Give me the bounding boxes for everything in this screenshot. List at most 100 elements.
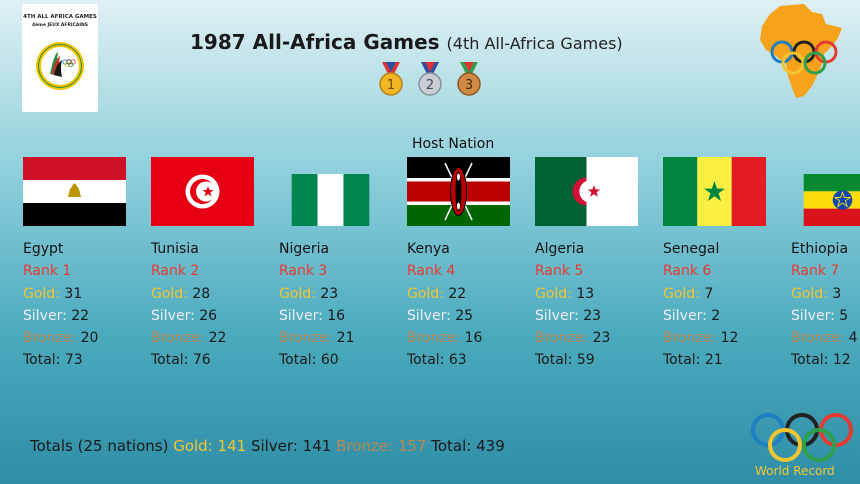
silver-label: Silver: (535, 308, 579, 324)
bronze-count: Bronze: 16 (407, 330, 482, 346)
gold-count: Gold: 3 (791, 286, 841, 302)
bronze-label: Bronze: (407, 330, 461, 346)
gold-count: Gold: 13 (535, 286, 594, 302)
bronze-medal-icon: 3 (457, 62, 481, 96)
silver-value: 2 (711, 308, 721, 324)
nigeria-flag-icon (291, 174, 370, 226)
country-rank: Rank 3 (279, 263, 328, 279)
totals-bronze-label: Bronze: (336, 437, 394, 455)
gold-count: Gold: 22 (407, 286, 466, 302)
gold-label: Gold: (279, 286, 316, 302)
silver-value: 22 (71, 308, 90, 324)
total-value: 60 (320, 352, 339, 368)
total-label: Total: (791, 352, 829, 368)
logo-line-1: 4TH ALL AFRICA GAMES (23, 14, 97, 20)
bronze-label: Bronze: (151, 330, 205, 346)
totals-footer: Totals (25 nations) Gold: 141 Silver: 14… (30, 437, 505, 455)
silver-count: Silver: 25 (407, 308, 473, 324)
country-card-algeria: Algeria Rank 5 Gold: 13 Silver: 23 Bronz… (535, 157, 653, 368)
total-count: Total: 63 (407, 352, 467, 368)
silver-label: Silver: (279, 308, 323, 324)
bronze-value: 20 (80, 330, 99, 346)
medal-number-2: 2 (426, 78, 434, 93)
bronze-count: Bronze: 22 (151, 330, 226, 346)
gold-count: Gold: 31 (23, 286, 82, 302)
bronze-count: Bronze: 23 (535, 330, 610, 346)
bronze-label: Bronze: (535, 330, 589, 346)
gold-value: 7 (704, 286, 714, 302)
totals-silver-value: 141 (302, 437, 332, 455)
totals-gold-label: Gold: (173, 437, 213, 455)
total-value: 73 (64, 352, 83, 368)
games-emblem (36, 42, 84, 90)
total-label: Total: (407, 352, 445, 368)
ethiopia-flag-icon (803, 174, 860, 226)
bronze-value: 4 (848, 330, 858, 346)
gold-count: Gold: 23 (279, 286, 338, 302)
silver-label: Silver: (151, 308, 195, 324)
country-name: Senegal (663, 241, 720, 257)
totals-gold-value: 141 (217, 437, 247, 455)
total-value: 59 (576, 352, 595, 368)
silver-count: Silver: 16 (279, 308, 345, 324)
silver-value: 25 (455, 308, 474, 324)
gold-label: Gold: (151, 286, 188, 302)
silver-count: Silver: 5 (791, 308, 848, 324)
silver-value: 5 (839, 308, 849, 324)
country-card-senegal: Senegal Rank 6 Gold: 7 Silver: 2 Bronze:… (663, 157, 781, 368)
country-rank: Rank 6 (663, 263, 712, 279)
silver-count: Silver: 26 (151, 308, 217, 324)
total-label: Total: (279, 352, 317, 368)
silver-value: 16 (327, 308, 346, 324)
total-value: 12 (832, 352, 851, 368)
country-rank: Rank 5 (535, 263, 584, 279)
country-name: Egypt (23, 241, 64, 257)
gold-label: Gold: (407, 286, 444, 302)
silver-label: Silver: (663, 308, 707, 324)
host-nation-label: Host Nation (412, 136, 495, 152)
gold-value: 13 (576, 286, 595, 302)
country-name: Ethiopia (791, 241, 849, 257)
page-title: 1987 All-Africa Games (4th All-Africa Ga… (190, 30, 623, 54)
world-record-watermark: World Record (755, 464, 835, 478)
gold-medal-icon: 1 (379, 62, 403, 96)
bronze-label: Bronze: (279, 330, 333, 346)
total-count: Total: 60 (279, 352, 339, 368)
total-label: Total: (535, 352, 573, 368)
total-value: 21 (704, 352, 723, 368)
bronze-value: 23 (592, 330, 611, 346)
total-label: Total: (151, 352, 189, 368)
bronze-value: 16 (464, 330, 483, 346)
totals-total-label: Total: (431, 437, 472, 455)
bronze-count: Bronze: 20 (23, 330, 98, 346)
gold-value: 31 (64, 286, 83, 302)
country-card-ethiopia: Ethiopia Rank 7 Gold: 3 Silver: 5 Bronze… (791, 157, 860, 387)
silver-value: 23 (583, 308, 602, 324)
total-label: Total: (663, 352, 701, 368)
silver-count: Silver: 2 (663, 308, 720, 324)
silver-label: Silver: (23, 308, 67, 324)
country-name: Tunisia (151, 241, 199, 257)
gold-label: Gold: (791, 286, 828, 302)
bronze-value: 12 (720, 330, 739, 346)
total-value: 76 (192, 352, 211, 368)
gold-value: 23 (320, 286, 339, 302)
olympic-rings-icon (751, 413, 853, 462)
africa-olympic-rings-icon (760, 4, 842, 98)
gold-value: 22 (448, 286, 467, 302)
bronze-count: Bronze: 4 (791, 330, 858, 346)
gold-label: Gold: (663, 286, 700, 302)
silver-label: Silver: (407, 308, 451, 324)
country-card-egypt: Egypt Rank 1 Gold: 31 Silver: 22 Bronze:… (23, 157, 141, 368)
bronze-label: Bronze: (791, 330, 845, 346)
total-count: Total: 76 (151, 352, 211, 368)
gold-value: 28 (192, 286, 211, 302)
egypt-flag-icon (23, 157, 126, 226)
country-rank: Rank 1 (23, 263, 72, 279)
total-count: Total: 73 (23, 352, 83, 368)
country-name: Nigeria (279, 241, 330, 257)
silver-medal-icon: 2 (418, 62, 442, 96)
bronze-label: Bronze: (23, 330, 77, 346)
bronze-value: 22 (208, 330, 227, 346)
total-count: Total: 59 (535, 352, 595, 368)
